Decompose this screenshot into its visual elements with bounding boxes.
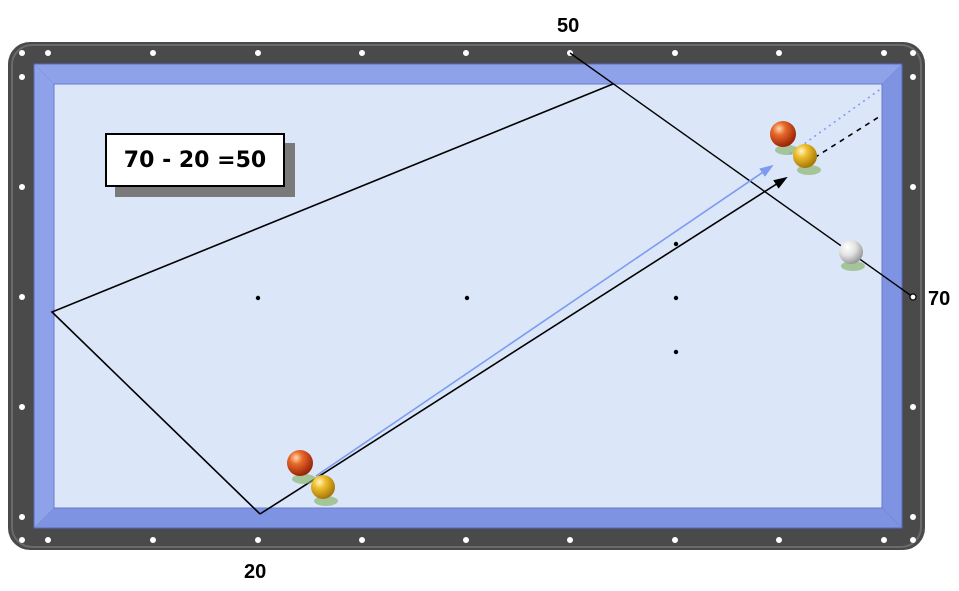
label-50: 50 xyxy=(557,15,580,37)
yellow-ball-start xyxy=(311,475,335,499)
rail-diamond xyxy=(910,50,916,56)
rail-diamonds xyxy=(19,50,916,543)
rail-diamond xyxy=(881,50,887,56)
black-path xyxy=(259,176,788,515)
rail-diamond xyxy=(19,294,25,300)
table-rail-highlight xyxy=(11,44,922,548)
rail-diamond xyxy=(19,537,25,543)
rail-diamond xyxy=(910,404,916,410)
rail-diamond xyxy=(150,50,156,56)
rail-diamond xyxy=(776,50,782,56)
red-ball-end xyxy=(770,121,796,147)
yellow-ball-end xyxy=(793,144,817,168)
cue-path-outline xyxy=(50,83,614,515)
rail-diamond xyxy=(463,50,469,56)
rail-diamond xyxy=(910,514,916,520)
rail-diamond xyxy=(881,537,887,543)
rail-diamond xyxy=(45,50,51,56)
rail-diamond xyxy=(19,514,25,520)
rail-diamond xyxy=(910,184,916,190)
rail-diamond xyxy=(255,50,261,56)
label-20: 20 xyxy=(244,561,267,583)
red-ball-start xyxy=(287,450,313,476)
rail-diamond xyxy=(359,50,365,56)
ball-group-start xyxy=(287,450,338,506)
diamond-70-marker xyxy=(909,293,917,301)
rail-diamond xyxy=(45,537,51,543)
rail-diamond xyxy=(19,184,25,190)
cloth-spots xyxy=(255,241,679,355)
blue-path-dotted xyxy=(789,87,883,155)
rail-diamond xyxy=(463,537,469,543)
rail-diamond xyxy=(910,537,916,543)
rail-diamond xyxy=(255,537,261,543)
formula-text: 70 - 20 =50 xyxy=(123,147,267,173)
black-path-dashed xyxy=(805,114,883,164)
formula-box: 70 - 20 =50 xyxy=(105,133,285,187)
rail-diamond xyxy=(672,537,678,543)
rail-diamond xyxy=(19,50,25,56)
white-ball xyxy=(839,240,865,271)
rail-diamond xyxy=(19,74,25,80)
rail-diamond xyxy=(359,537,365,543)
blue-path xyxy=(315,164,774,477)
rail-diamond xyxy=(672,50,678,56)
label-70: 70 xyxy=(928,288,951,310)
ball-group-end xyxy=(770,121,821,175)
rail-diamond xyxy=(776,537,782,543)
rail-diamond xyxy=(150,537,156,543)
rail-diamond xyxy=(567,537,573,543)
cushion xyxy=(33,63,903,529)
rail-diamond xyxy=(910,74,916,80)
rail-diamond xyxy=(19,404,25,410)
